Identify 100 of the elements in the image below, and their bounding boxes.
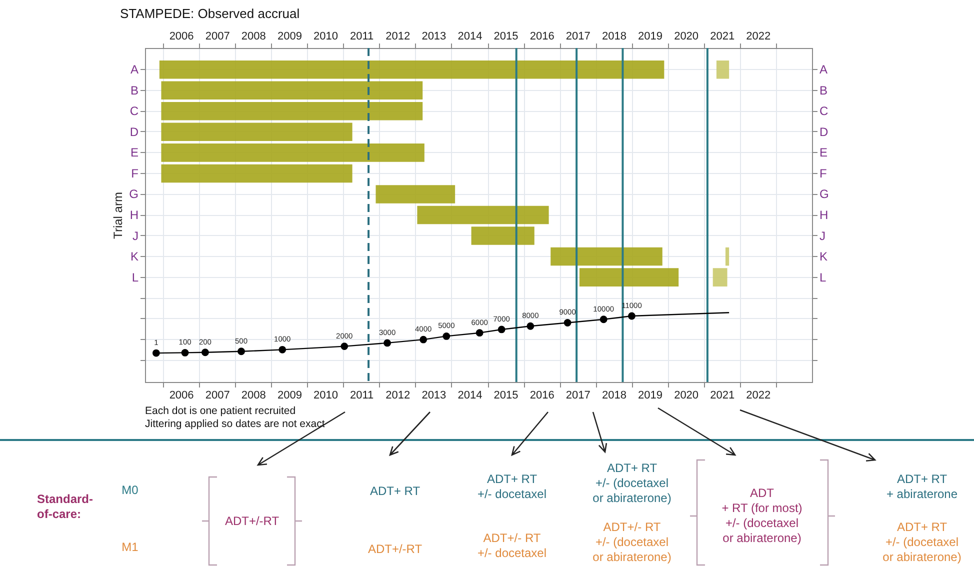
category-label: E (820, 146, 828, 160)
x2-tick-label: 2008 (241, 390, 266, 402)
bar (159, 60, 664, 79)
text: ADT+ RT +/- docetaxel (476, 472, 548, 502)
point (152, 349, 160, 357)
y-tick-label: D (130, 124, 139, 139)
y-tick-label: K (130, 250, 138, 264)
category-label: G (820, 187, 829, 202)
bar (712, 268, 728, 286)
x2-tick-label: 2007 (205, 390, 230, 402)
x2-tick-label: 2011 (350, 390, 374, 402)
bar (161, 144, 424, 162)
point (384, 339, 391, 347)
bar (161, 164, 352, 183)
y-tick-label: J (132, 228, 138, 243)
point (526, 322, 534, 330)
category-label: J (820, 228, 826, 243)
point (340, 342, 348, 350)
category-label: H (820, 208, 828, 222)
category-label: F (820, 166, 827, 180)
bar (417, 206, 549, 224)
point (442, 332, 450, 340)
chart-title: STAMPEDE: Observed accrual (120, 6, 300, 21)
point (278, 346, 286, 354)
x-tick-label: 2008 (241, 30, 266, 42)
y-tick-label: L (132, 270, 139, 284)
text: ADT+ RT + abiraterone (885, 472, 959, 502)
y-axis-title: Trial arm (111, 192, 126, 239)
x-tick-label: 2012 (386, 30, 410, 42)
x2-tick-label: 2013 (422, 390, 446, 402)
text: ADT+ RT (368, 484, 422, 499)
bar (550, 247, 662, 266)
point (202, 348, 209, 356)
text: ADT+/- RT +/- docetaxel (476, 531, 548, 561)
x2-tick-label: 2020 (674, 390, 699, 402)
point (181, 349, 189, 356)
x-tick-label: 2009 (277, 30, 302, 42)
point (498, 326, 506, 334)
x2-tick-label: 2016 (530, 390, 554, 402)
text: ADT+/-RT (224, 514, 280, 529)
x-tick-label: 2010 (314, 30, 338, 42)
category-label: D (820, 124, 828, 139)
bar (579, 268, 679, 286)
x2-tick-label: 2018 (602, 390, 626, 402)
text: Jittering applied so dates are not exact (145, 418, 325, 431)
point (476, 329, 484, 337)
text: ADT + RT (for most) +/- (docetaxel or abiraterone) (720, 486, 804, 546)
x-tick-label: 2016 (530, 30, 554, 42)
point (600, 316, 608, 324)
x2-tick-label: 2019 (638, 390, 662, 402)
bar (161, 122, 352, 142)
text: Standard- of-care: (37, 492, 94, 522)
category-label: K (820, 250, 828, 264)
category-label: L (820, 270, 826, 284)
x-tick-label: 2021 (710, 30, 735, 42)
x-tick-label: 2017 (566, 30, 590, 42)
text: ADT+/- RT +/- (docetaxel or abiraterone) (592, 520, 672, 565)
y-tick-label: E (130, 146, 138, 160)
x-tick-label: 2013 (422, 30, 446, 42)
y-tick-label: G (129, 187, 138, 202)
text: ADT+/-RT (366, 542, 424, 557)
x-tick-label: 2018 (602, 30, 626, 42)
x-tick-label: 2011 (350, 30, 374, 42)
text: ADT+ RT +/- (docetaxel or abiraterone) (882, 520, 962, 565)
y-tick-label: A (130, 62, 138, 77)
y-tick-label: B (130, 83, 138, 98)
x2-tick-label: 2014 (458, 390, 482, 402)
category-label: C (820, 104, 828, 118)
x2-tick-label: 2017 (566, 390, 590, 402)
text: M1 (120, 540, 140, 555)
bar (161, 102, 423, 120)
point (628, 312, 636, 320)
x2-tick-label: 2012 (386, 390, 410, 402)
text: Each dot is one patient recruited (145, 405, 296, 418)
x2-tick-label: 2021 (710, 390, 735, 402)
bar (725, 247, 730, 266)
bar (376, 185, 456, 204)
y-tick-label: C (130, 104, 139, 118)
x2-tick-label: 2010 (314, 390, 338, 402)
x-tick-label: 2015 (494, 30, 518, 42)
x-tick-label: 2007 (205, 30, 230, 42)
text: M0 (122, 483, 138, 497)
bar (161, 81, 423, 100)
x2-tick-label: 2009 (277, 390, 302, 402)
category-label: B (820, 83, 828, 98)
x2-tick-label: 2015 (494, 390, 518, 402)
point (238, 348, 245, 356)
x2-tick-label: 2006 (169, 390, 194, 402)
point (420, 336, 428, 344)
y-tick-label: F (131, 166, 138, 180)
x2-tick-label: 2022 (746, 390, 771, 402)
x-tick-label: 2020 (674, 30, 699, 42)
x-tick-label: 2006 (169, 30, 194, 42)
x-tick-label: 2019 (638, 30, 662, 42)
x-tick-label: 2014 (458, 30, 482, 42)
category-label: A (820, 62, 828, 77)
x-tick-label: 2022 (746, 30, 771, 42)
point (564, 319, 572, 326)
bar (716, 60, 730, 79)
y-tick-label: H (130, 208, 138, 222)
